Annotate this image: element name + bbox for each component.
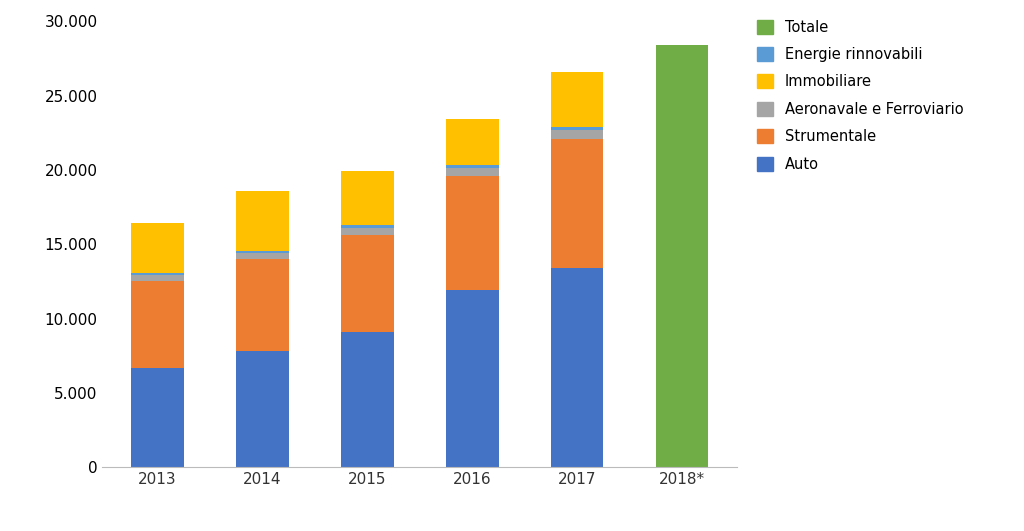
Bar (446, 166, 499, 168)
Bar (341, 332, 393, 467)
Bar (446, 168, 499, 176)
Legend: Totale, Energie rinnovabili, Immobiliare, Aeronavale e Ferroviario, Strumentale,: Totale, Energie rinnovabili, Immobiliare… (758, 20, 964, 172)
Bar (131, 224, 183, 272)
Bar (131, 276, 183, 281)
Bar (237, 352, 289, 467)
Bar (341, 225, 393, 228)
Bar (551, 268, 603, 467)
Bar (237, 253, 289, 259)
Bar (237, 259, 289, 352)
Bar (446, 119, 499, 166)
Bar (446, 176, 499, 290)
Bar (551, 72, 603, 127)
Bar (341, 228, 393, 235)
Bar (341, 235, 393, 332)
Bar (131, 281, 183, 367)
Bar (446, 290, 499, 467)
Bar (237, 251, 289, 253)
Bar (131, 272, 183, 276)
Bar (551, 130, 603, 139)
Bar (237, 192, 289, 251)
Bar (551, 127, 603, 130)
Bar (341, 172, 393, 225)
Bar (656, 45, 709, 467)
Bar (131, 367, 183, 467)
Bar (551, 139, 603, 268)
